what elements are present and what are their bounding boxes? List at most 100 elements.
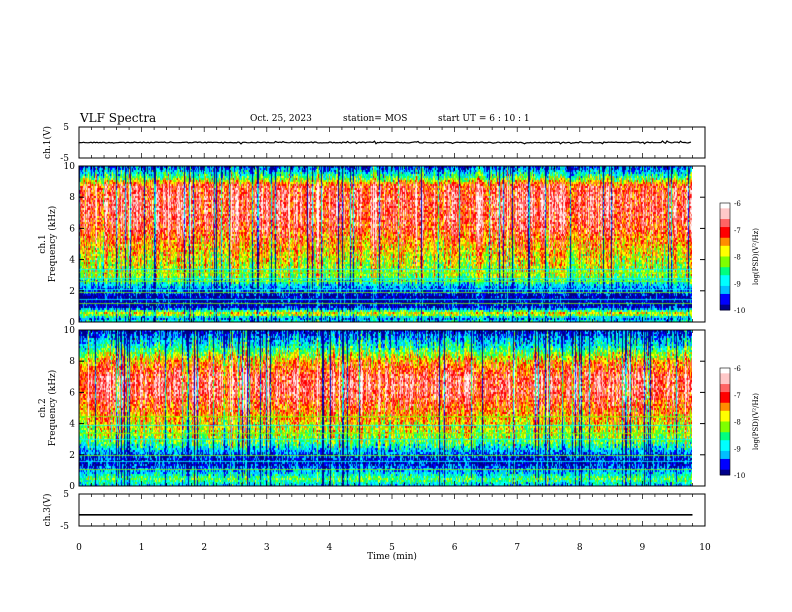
cb1-swatch — [720, 261, 730, 266]
cb2-swatch — [720, 464, 730, 468]
cb2-swatch — [720, 378, 730, 382]
cb1-swatch — [720, 291, 730, 295]
cb1-swatch — [720, 227, 730, 231]
sp1-ytick-label: 8 — [69, 193, 75, 203]
ch1-colorbar: -6 -7 -8 -9 -10 log(PSD)(V²/Hz) — [719, 200, 760, 315]
ch3-waveform-panel: 5 -5 ch.3(V) 0 1 2 3 4 5 6 7 8 9 10 Time (min) — [42, 490, 711, 562]
cb2-swatch — [720, 397, 730, 401]
cb1-swatch — [720, 229, 730, 233]
cb2-swatch — [720, 418, 730, 422]
sp2-ytick-label: 10 — [64, 326, 76, 336]
cb2-swatch — [720, 456, 730, 460]
cb2-swatch — [720, 458, 730, 463]
cb2-frame — [719, 367, 731, 476]
cb1-swatch — [720, 235, 730, 239]
sp2-ylabel: ch.2Frequency (kHz) — [38, 370, 58, 447]
cb2-tick-label: -10 — [734, 472, 745, 480]
cb1-swatch — [720, 221, 730, 225]
sp2-ytick-label: 4 — [69, 420, 75, 430]
cb2-tick-label: -9 — [734, 445, 741, 453]
sp2-ytick-label: 8 — [69, 357, 75, 367]
cb1-swatch — [720, 296, 730, 300]
cb2-swatch — [720, 394, 730, 398]
date-label: Oct. 25, 2023 — [250, 114, 312, 124]
cb1-swatch — [720, 301, 730, 306]
cb1-swatch — [720, 264, 730, 268]
cb2-swatch — [720, 450, 730, 455]
cb2-swatch — [720, 389, 730, 393]
ch3-ylabel: ch.3(V) — [42, 494, 53, 527]
cb2-swatch — [720, 429, 730, 433]
cb2-label: log(PSD)(V²/Hz) — [752, 393, 760, 450]
ch1-spectrogram-panel: 0 2 4 6 8 10 ch.1Frequency (kHz) — [38, 162, 706, 328]
sp1-ytick-label: 4 — [69, 256, 75, 266]
ch1-ytick-label: 5 — [63, 123, 69, 133]
sp1-ylabel: ch.1Frequency (kHz) — [38, 206, 58, 283]
cb1-swatch — [720, 248, 730, 252]
cb2-swatch — [720, 424, 730, 428]
cb2-swatch — [720, 392, 730, 396]
cb2-swatch — [720, 421, 730, 425]
cb1-swatch — [720, 288, 730, 292]
cb2-swatch — [720, 413, 730, 417]
cb1-swatch — [720, 285, 730, 290]
cb2-swatch — [720, 376, 730, 380]
cb1-swatch — [720, 259, 730, 263]
cb1-swatch — [720, 253, 730, 257]
cb2-swatch — [720, 386, 730, 390]
sp1-ylabel-line: ch.1 — [38, 234, 48, 253]
x-tick-label: 9 — [640, 543, 646, 553]
cb1-swatch — [720, 307, 730, 311]
cb1-swatch — [720, 237, 730, 241]
ch3-ylabel-line: ch.3(V) — [42, 494, 53, 527]
cb1-tick-label: -7 — [734, 227, 741, 235]
cb1-swatch — [720, 280, 730, 284]
cb1-tick-label: -8 — [734, 254, 741, 262]
x-axis-label: Time (min) — [367, 551, 417, 562]
cb1-tick-label: -9 — [734, 280, 741, 288]
cb2-swatch — [720, 416, 730, 420]
cb1-swatch — [720, 216, 730, 220]
sp2-ylabel-line: ch.2 — [38, 398, 48, 417]
cb2-swatch — [720, 472, 730, 476]
cb2-swatch — [720, 408, 730, 412]
cb1-swatch — [720, 240, 730, 244]
ch3-ytick-label: 5 — [63, 490, 69, 500]
sp1-ytick-label: 6 — [69, 224, 75, 234]
cb2-swatch — [720, 400, 730, 404]
x-tick-label: 0 — [76, 543, 82, 553]
cb1-swatch — [720, 224, 730, 228]
ch1-ylabel-line: ch.1(V) — [42, 126, 53, 159]
sp1-ytick-label: 2 — [69, 287, 75, 297]
cb1-swatch — [720, 293, 730, 298]
x-tick-label: 3 — [264, 543, 270, 553]
cb2-tick-label: -6 — [734, 365, 741, 373]
cb2-swatch — [720, 368, 730, 372]
cb2-swatch — [720, 434, 730, 439]
sp1-ylabel-line: Frequency (kHz) — [47, 206, 58, 283]
cb2-swatch — [720, 442, 730, 447]
cb2-swatch — [720, 426, 730, 431]
ch2-colorbar: -6 -7 -8 -9 -10 log(PSD)(V²/Hz) — [719, 365, 760, 480]
sp2-ytick-label: 6 — [69, 388, 75, 398]
ch1-ylabel: ch.1(V) — [42, 126, 53, 159]
sp1-ytick-label: 0 — [69, 318, 75, 328]
cb1-swatch — [720, 283, 730, 287]
cb1-swatch — [720, 269, 730, 274]
ch1-ytick-label: -5 — [60, 154, 69, 164]
ch1-waveform-panel: 5 -5 ch.1(V) — [42, 123, 706, 164]
cb1-tick-label: -10 — [734, 307, 745, 315]
ch1-trace — [78, 140, 692, 145]
cb1-tick-label: -6 — [734, 200, 741, 208]
x-tick-label: 4 — [327, 543, 333, 553]
ch3-ytick-label: -5 — [60, 522, 69, 532]
cb1-swatch — [720, 275, 730, 279]
sp2-ytick-label: 2 — [69, 451, 75, 461]
cb2-swatch — [720, 445, 730, 449]
cb2-swatch — [720, 410, 730, 414]
cb1-swatch — [720, 211, 730, 215]
cb2-swatch — [720, 469, 730, 473]
cb1-frame — [719, 202, 731, 311]
x-tick-label: 8 — [577, 543, 583, 553]
